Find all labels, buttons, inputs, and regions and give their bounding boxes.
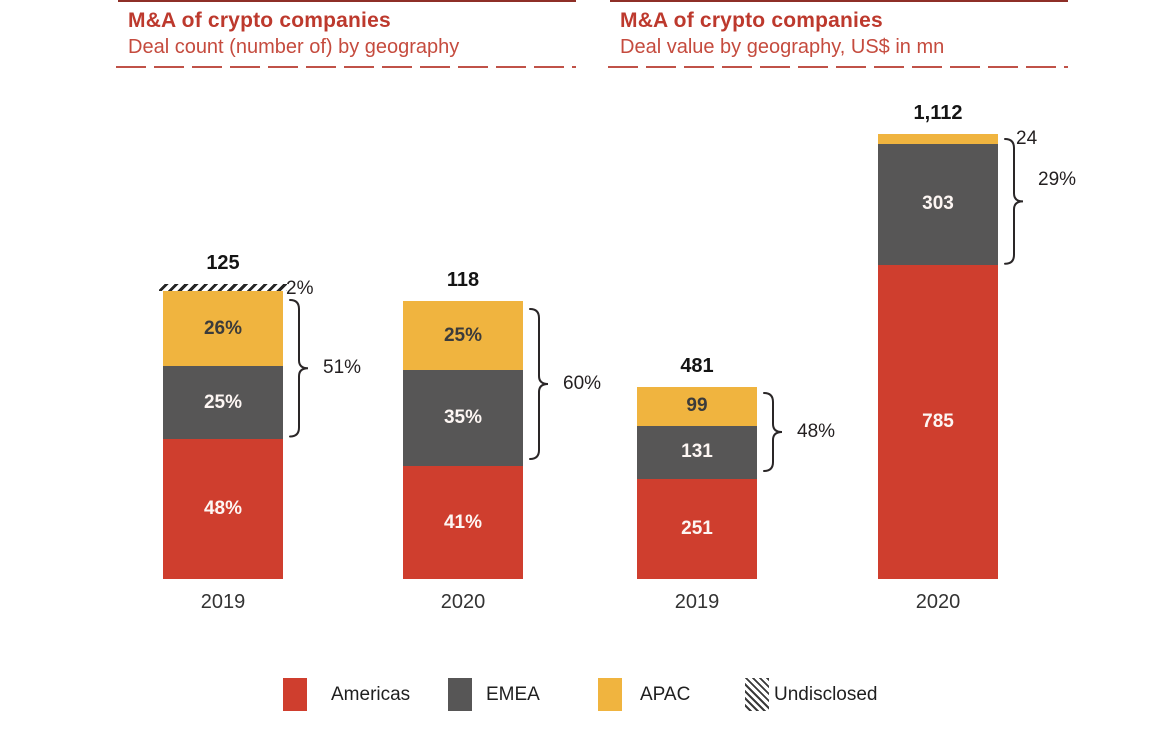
segment-value-label: 251 <box>681 517 713 539</box>
bar-segment-emea: 25% <box>163 366 283 440</box>
bracket-brace-shape <box>763 391 783 472</box>
side-value-label: 2% <box>286 278 314 300</box>
bracket-value-label: 48% <box>797 420 836 442</box>
bar-segment-emea: 303 <box>878 143 998 265</box>
bracket-annotation <box>1004 138 1024 265</box>
header-dashed-rule <box>608 66 1068 68</box>
chart-legend: Americas EMEA APAC Undisclosed <box>0 678 1154 718</box>
legend-label: EMEA <box>486 683 540 705</box>
header-top-rule <box>118 0 576 2</box>
header-top-rule <box>610 0 1068 2</box>
bar-segment-emea: 35% <box>403 370 523 467</box>
legend-item-emea: EMEA <box>448 678 540 711</box>
bar-total-label: 118 <box>446 269 480 292</box>
bar-segment-americas: 48% <box>163 439 283 579</box>
deal-count-chart-title: M&A of crypto companies <box>128 9 391 32</box>
segment-value-label: 41% <box>443 511 483 533</box>
segment-value-label: 48% <box>203 498 243 520</box>
segment-value-label: 26% <box>203 317 243 339</box>
bar-segment-apac <box>878 134 998 144</box>
bracket-brace-shape <box>289 298 309 438</box>
bar-segment-apac: 26% <box>163 290 283 367</box>
deal-value-chart-header: M&A of crypto companies Deal value by ge… <box>608 0 1068 68</box>
bracket-annotation <box>289 298 309 438</box>
segment-value-label: 25% <box>203 391 243 413</box>
bar-segment-apac: 99 <box>637 386 757 427</box>
bracket-brace-shape <box>1004 138 1024 265</box>
bar-segment-emea: 131 <box>637 426 757 479</box>
bracket-value-label: 60% <box>563 373 602 395</box>
legend-swatch-undisclosed-icon <box>745 678 769 711</box>
bar-total-label: 125 <box>206 251 240 274</box>
segment-value-label: 99 <box>686 395 708 417</box>
bar-segment-americas: 251 <box>637 478 757 579</box>
x-axis-label: 2019 <box>674 591 720 613</box>
legend-label: Undisclosed <box>774 683 878 705</box>
bar-segment-undisclosed <box>159 283 287 291</box>
header-dashed-rule <box>116 66 576 68</box>
segment-value-label: 131 <box>681 441 713 463</box>
x-axis-label: 2019 <box>200 591 246 613</box>
x-axis-label: 2020 <box>915 591 961 613</box>
legend-item-americas: Americas <box>283 678 410 711</box>
bar-segment-apac: 25% <box>403 301 523 371</box>
bar-total-label: 481 <box>680 354 714 377</box>
bracket-brace-shape <box>529 308 549 461</box>
deal-count-chart-subtitle: Deal count (number of) by geography <box>128 36 460 58</box>
bracket-annotation <box>529 308 549 461</box>
deal-value-chart-title: M&A of crypto companies <box>620 9 883 32</box>
deal-count-chart-header: M&A of crypto companies Deal count (numb… <box>116 0 576 68</box>
segment-value-label: 303 <box>922 193 954 215</box>
x-axis-label: 2020 <box>440 591 486 613</box>
legend-item-undisclosed: Undisclosed <box>745 678 878 711</box>
bracket-annotation <box>763 391 783 472</box>
legend-label: APAC <box>640 683 691 705</box>
legend-label: Americas <box>331 683 411 705</box>
legend-swatch-apac-icon <box>598 678 622 711</box>
bar-total-label: 1,112 <box>913 102 963 125</box>
legend-swatch-emea-icon <box>448 678 472 711</box>
segment-value-label: 785 <box>922 411 954 432</box>
side-value-label: 24 <box>1016 128 1038 149</box>
bar-segment-americas: 785 <box>878 265 998 579</box>
bracket-value-label: 51% <box>323 356 362 378</box>
bar-segment-americas: 41% <box>403 466 523 579</box>
bracket-value-label: 29% <box>1038 168 1077 190</box>
legend-item-apac: APAC <box>598 678 690 711</box>
legend-swatch-americas-icon <box>283 678 307 711</box>
deal-value-chart-subtitle: Deal value by geography, US$ in mn <box>620 36 945 58</box>
segment-value-label: 35% <box>443 407 483 429</box>
segment-value-label: 25% <box>443 324 483 346</box>
